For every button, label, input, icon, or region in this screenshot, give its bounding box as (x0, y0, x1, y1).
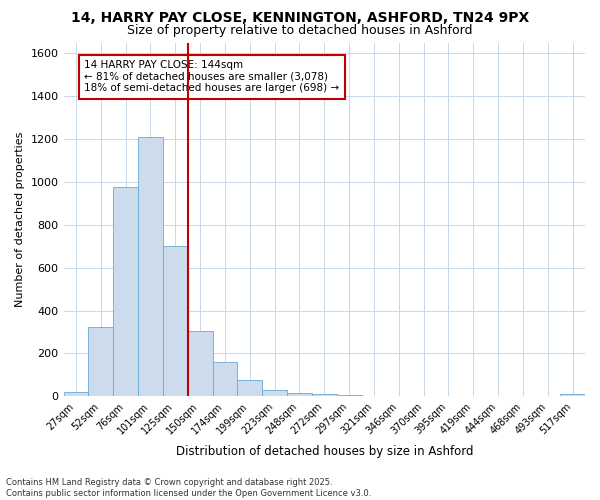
Bar (113, 187, 138, 396)
Bar (262, 390, 287, 396)
Bar (88, 326, 113, 396)
Bar (212, 362, 238, 396)
Bar (138, 137, 163, 396)
Bar (287, 393, 312, 396)
Bar (188, 331, 212, 396)
Bar (238, 380, 262, 396)
Text: 14 HARRY PAY CLOSE: 144sqm
← 81% of detached houses are smaller (3,078)
18% of s: 14 HARRY PAY CLOSE: 144sqm ← 81% of deta… (85, 60, 340, 94)
Bar (64, 392, 88, 396)
X-axis label: Distribution of detached houses by size in Ashford: Distribution of detached houses by size … (176, 444, 473, 458)
Bar (337, 395, 362, 396)
Y-axis label: Number of detached properties: Number of detached properties (15, 132, 25, 307)
Text: Size of property relative to detached houses in Ashford: Size of property relative to detached ho… (127, 24, 473, 37)
Text: 14, HARRY PAY CLOSE, KENNINGTON, ASHFORD, TN24 9PX: 14, HARRY PAY CLOSE, KENNINGTON, ASHFORD… (71, 12, 529, 26)
Bar (163, 246, 188, 396)
Text: Contains HM Land Registry data © Crown copyright and database right 2025.
Contai: Contains HM Land Registry data © Crown c… (6, 478, 371, 498)
Bar (560, 394, 585, 396)
Bar (312, 394, 337, 396)
